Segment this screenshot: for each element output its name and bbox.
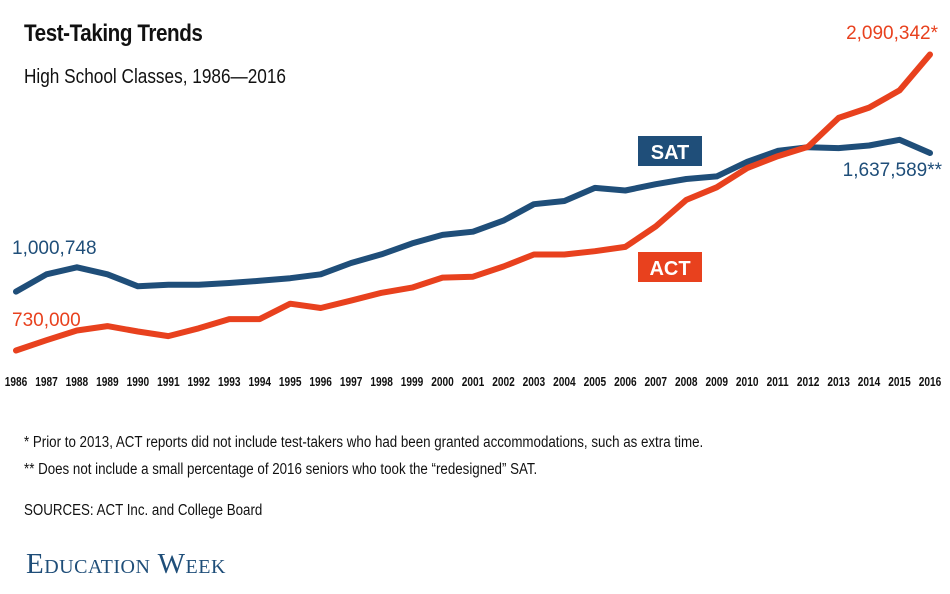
x-tick-label: 2011 bbox=[767, 375, 789, 389]
act-start-label: 730,000 bbox=[12, 310, 81, 331]
x-tick-label: 2010 bbox=[736, 375, 759, 389]
x-tick-label: 2002 bbox=[492, 375, 515, 389]
x-tick-label: 1988 bbox=[66, 375, 89, 389]
x-tick-label: 2015 bbox=[888, 375, 911, 389]
act-end-label: 2,090,342* bbox=[846, 23, 939, 44]
act-series-line bbox=[13, 51, 933, 354]
x-tick-label: 1997 bbox=[340, 375, 363, 389]
x-tick-label: 1989 bbox=[96, 375, 119, 389]
x-tick-label: 2000 bbox=[431, 375, 454, 389]
sat-series-line bbox=[13, 136, 933, 295]
x-tick-label: 2013 bbox=[827, 375, 850, 389]
x-tick-label: 1995 bbox=[279, 375, 302, 389]
x-tick-label: 2007 bbox=[645, 375, 668, 389]
x-tick-label: 2008 bbox=[675, 375, 698, 389]
x-tick-label: 2016 bbox=[919, 375, 942, 389]
x-tick-label: 1998 bbox=[370, 375, 393, 389]
sat-series-label: SAT bbox=[651, 142, 690, 164]
x-tick-label: 2003 bbox=[523, 375, 546, 389]
x-tick-label: 2006 bbox=[614, 375, 637, 389]
chart-subtitle: High School Classes, 1986—2016 bbox=[24, 66, 286, 88]
footnote-act: * Prior to 2013, ACT reports did not inc… bbox=[24, 434, 704, 451]
x-tick-label: 2005 bbox=[584, 375, 607, 389]
x-tick-label: 1999 bbox=[401, 375, 424, 389]
x-tick-label: 2014 bbox=[858, 375, 881, 389]
x-tick-label: 1996 bbox=[309, 375, 332, 389]
education-week-logo: Education Week bbox=[26, 548, 226, 580]
x-tick-label: 2012 bbox=[797, 375, 820, 389]
chart-title: Test-Taking Trends bbox=[24, 20, 203, 47]
line-chart: 1986 1987 1988 1989 1990 1991 1992 1993 1994 1995… bbox=[5, 23, 943, 389]
x-tick-label: 2009 bbox=[705, 375, 728, 389]
x-tick-label: 2004 bbox=[553, 375, 576, 389]
x-tick-label: 1992 bbox=[188, 375, 211, 389]
act-series-label-box bbox=[638, 252, 702, 282]
x-tick-label: 1987 bbox=[35, 375, 58, 389]
x-tick-label: 1990 bbox=[127, 375, 150, 389]
x-tick-label: 1991 bbox=[157, 375, 180, 389]
x-tick-label: 1986 bbox=[5, 375, 28, 389]
sat-start-label: 1,000,748 bbox=[12, 238, 97, 259]
x-tick-label: 2001 bbox=[462, 375, 485, 389]
sources-note: SOURCES: ACT Inc. and College Board bbox=[24, 502, 263, 519]
act-series-label: ACT bbox=[649, 258, 690, 280]
x-tick-label: 1993 bbox=[218, 375, 241, 389]
x-tick-label: 1994 bbox=[248, 375, 271, 389]
sat-end-label: 1,637,589** bbox=[843, 160, 943, 181]
footnote-sat: ** Does not include a small percentage o… bbox=[24, 461, 538, 478]
sat-series-label-box bbox=[638, 136, 702, 166]
